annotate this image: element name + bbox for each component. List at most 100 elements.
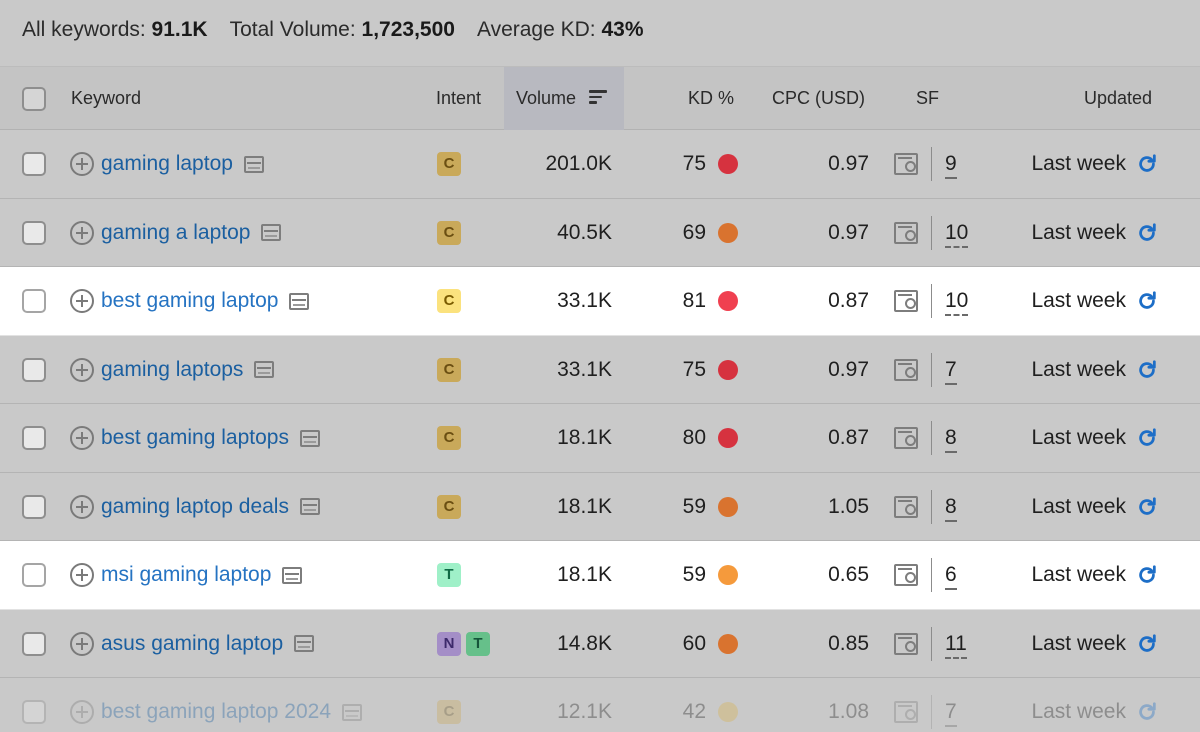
keyword-link[interactable]: best gaming laptops [101, 426, 289, 449]
kd-difficulty-dot [718, 154, 738, 174]
total-volume-value: 1,723,500 [361, 18, 455, 41]
serp-preview-icon[interactable] [294, 635, 315, 652]
keyword-cell: best gaming laptop [70, 267, 310, 335]
add-to-list-icon[interactable] [70, 563, 94, 587]
refresh-icon[interactable] [1136, 496, 1158, 518]
select-all-checkbox[interactable] [22, 87, 46, 111]
keyword-link[interactable]: gaming laptop deals [101, 494, 289, 518]
sf-divider [931, 284, 932, 318]
serp-preview-icon[interactable] [299, 498, 320, 515]
add-to-list-icon[interactable] [70, 289, 94, 313]
refresh-icon[interactable] [1136, 359, 1158, 381]
all-keywords-stat: All keywords: 91.1K [22, 18, 208, 46]
kd-difficulty-dot [718, 222, 738, 243]
sf-count-link[interactable]: 7 [945, 336, 957, 404]
keyword-cell: gaming laptop [70, 130, 264, 198]
refresh-icon[interactable] [1136, 633, 1158, 655]
column-header-keyword[interactable]: Keyword [71, 88, 142, 108]
cpc-value: 1.05 [828, 494, 869, 518]
serp-features-icon[interactable] [894, 427, 918, 449]
sf-count-link[interactable]: 9 [945, 130, 957, 198]
row-checkbox[interactable] [22, 563, 46, 587]
row-checkbox[interactable] [22, 631, 46, 656]
serp-features-icon[interactable] [894, 290, 918, 312]
add-to-list-icon[interactable] [70, 357, 94, 382]
refresh-icon[interactable] [1136, 564, 1158, 586]
volume-value: 14.8K [557, 631, 612, 655]
sf-divider [931, 489, 932, 524]
updated-value: Last week [1031, 494, 1126, 518]
column-header-sf[interactable]: SF [916, 88, 940, 108]
table-header: Keyword Intent Volume KD % CPC (USD) SF … [0, 66, 1200, 130]
sort-descending-icon[interactable] [589, 90, 608, 104]
volume-value: 40.5K [557, 220, 612, 244]
serp-preview-icon[interactable] [282, 566, 303, 584]
intent-cell: C [437, 426, 461, 450]
add-to-list-icon[interactable] [70, 220, 94, 245]
refresh-icon[interactable] [1136, 222, 1158, 244]
serp-features-icon[interactable] [894, 358, 918, 381]
updated-cell: Last week [1031, 404, 1158, 472]
serp-features-icon[interactable] [894, 495, 918, 518]
updated-cell: Last week [1031, 130, 1158, 198]
row-checkbox[interactable] [22, 220, 46, 245]
sf-count: 11 [945, 631, 967, 659]
row-checkbox[interactable] [22, 426, 46, 450]
intent-cell: C [437, 700, 461, 724]
keyword-link[interactable]: gaming laptop [101, 152, 233, 175]
column-header-cpc[interactable]: CPC (USD) [772, 88, 865, 108]
sf-divider [931, 421, 932, 455]
sf-count-link[interactable]: 10 [945, 267, 969, 335]
table-row: msi gaming laptop T 18.1K 59 0.65 6 Last… [0, 541, 1200, 610]
sf-count-link[interactable]: 8 [945, 404, 957, 472]
sf-count-link[interactable]: 6 [945, 541, 957, 609]
add-to-list-icon[interactable] [70, 426, 94, 450]
sf-count: 7 [945, 700, 957, 727]
keyword-cell: best gaming laptops [70, 404, 320, 472]
row-checkbox[interactable] [22, 700, 46, 724]
serp-features-icon[interactable] [894, 221, 918, 244]
cpc-value: 0.97 [828, 220, 869, 244]
add-to-list-icon[interactable] [70, 152, 94, 176]
column-header-updated[interactable]: Updated [1084, 88, 1153, 108]
row-checkbox[interactable] [22, 152, 46, 176]
cpc-value: 0.65 [828, 563, 869, 586]
row-checkbox[interactable] [22, 289, 46, 313]
serp-preview-icon[interactable] [289, 292, 310, 310]
refresh-icon[interactable] [1136, 427, 1158, 449]
serp-preview-icon[interactable] [243, 155, 264, 173]
table-row: gaming a laptop C 40.5K 69 0.97 10 Last … [0, 198, 1200, 267]
column-header-volume[interactable]: Volume [504, 67, 624, 130]
serp-preview-icon[interactable] [342, 703, 363, 721]
keyword-link[interactable]: best gaming laptop [101, 289, 279, 312]
refresh-icon[interactable] [1136, 290, 1158, 312]
serp-features-icon[interactable] [894, 564, 918, 586]
serp-preview-icon[interactable] [254, 361, 275, 378]
serp-preview-icon[interactable] [299, 429, 320, 447]
column-header-intent[interactable]: Intent [436, 88, 482, 108]
refresh-icon[interactable] [1136, 701, 1158, 723]
sf-count-link[interactable]: 7 [945, 678, 957, 732]
keyword-link[interactable]: asus gaming laptop [101, 631, 284, 655]
serp-preview-icon[interactable] [261, 224, 282, 241]
add-to-list-icon[interactable] [70, 631, 94, 656]
intent-badge: C [437, 220, 461, 245]
serp-features-icon[interactable] [894, 632, 918, 655]
row-checkbox[interactable] [22, 494, 46, 519]
add-to-list-icon[interactable] [70, 700, 94, 724]
serp-features-icon[interactable] [894, 701, 918, 723]
keyword-link[interactable]: gaming laptops [101, 357, 244, 381]
sf-divider [931, 695, 932, 729]
row-checkbox[interactable] [22, 357, 46, 382]
serp-features-icon[interactable] [894, 153, 918, 175]
keyword-link[interactable]: msi gaming laptop [101, 563, 272, 586]
refresh-icon[interactable] [1136, 153, 1158, 175]
sf-count-link[interactable]: 11 [945, 610, 967, 678]
sf-count-link[interactable]: 8 [945, 473, 957, 541]
add-to-list-icon[interactable] [70, 494, 94, 519]
keyword-link[interactable]: gaming a laptop [101, 220, 251, 244]
column-header-kd[interactable]: KD % [688, 88, 735, 108]
sf-count-link[interactable]: 10 [945, 199, 969, 267]
keyword-link[interactable]: best gaming laptop 2024 [101, 700, 332, 723]
